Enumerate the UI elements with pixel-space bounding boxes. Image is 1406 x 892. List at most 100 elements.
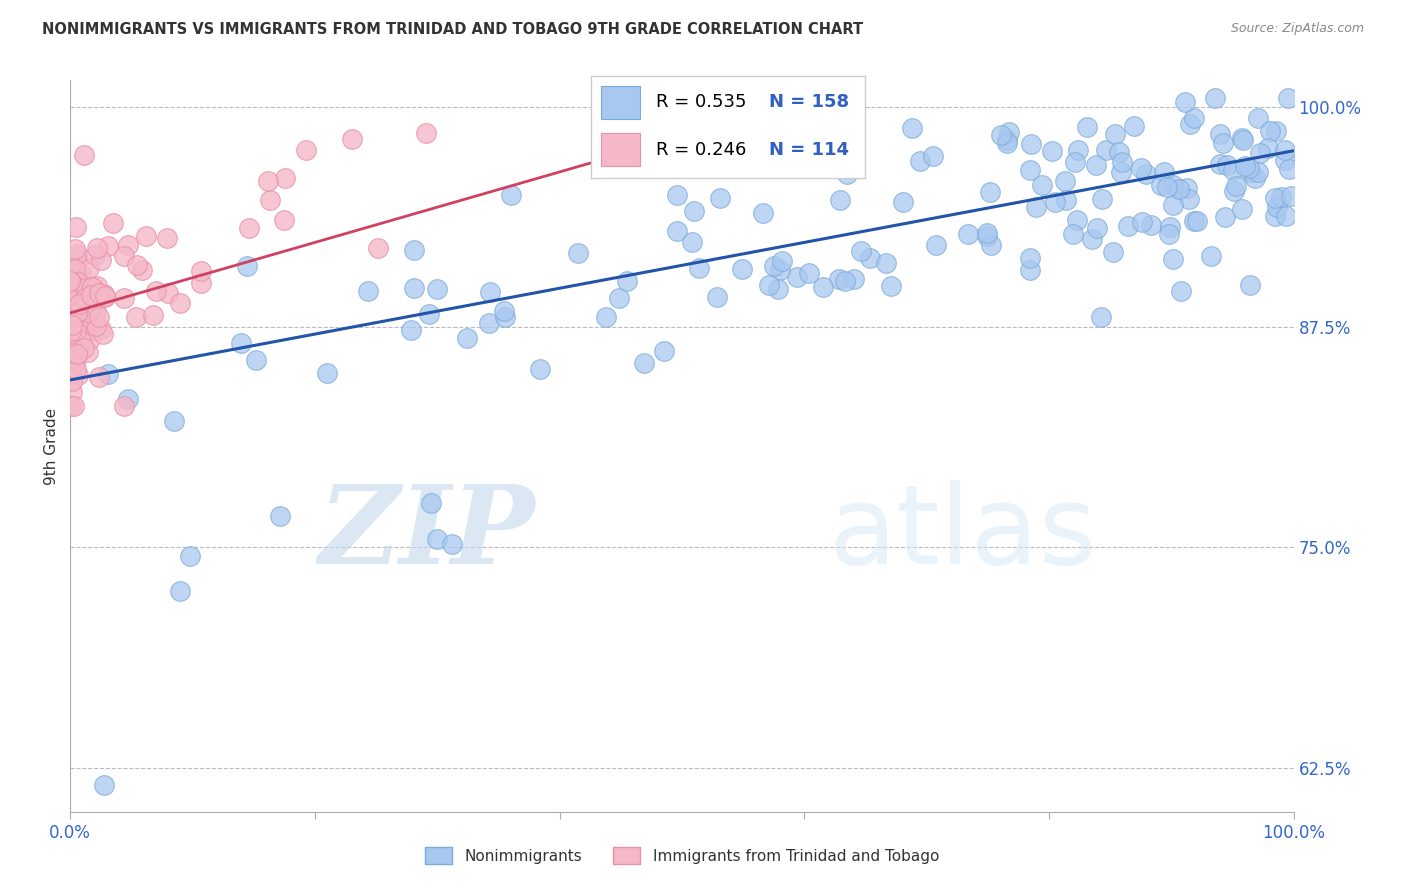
Point (688, 260, 710, 275)
Point (86, 279, 108, 293)
Point (478, 316, 501, 330)
Point (66, 315, 89, 329)
Point (399, 322, 422, 336)
Point (908, 154, 931, 169)
Point (415, 126, 437, 140)
Point (1265, 200, 1288, 214)
Point (86, 285, 108, 300)
Point (763, 260, 786, 274)
Point (229, 335, 252, 350)
Point (62, 286, 84, 301)
Point (259, 193, 281, 207)
Point (494, 303, 516, 318)
Point (769, 263, 792, 277)
Point (112, 400, 135, 414)
Point (179, 549, 201, 563)
Point (80, 288, 103, 302)
Point (59, 281, 82, 295)
Point (67, 281, 90, 295)
Point (93, 778, 115, 792)
Point (63, 400, 86, 414)
Point (156, 286, 179, 301)
Point (1064, 154, 1087, 169)
Point (66, 305, 89, 319)
Point (59, 324, 82, 338)
Point (875, 256, 897, 270)
Point (65, 261, 87, 276)
Point (67, 322, 90, 336)
Point (879, 279, 901, 293)
Point (786, 270, 808, 285)
Point (59, 360, 82, 375)
Point (1209, 127, 1232, 141)
Point (1129, 161, 1152, 175)
Point (440, 537, 463, 551)
Point (529, 362, 551, 376)
Text: R = 0.535: R = 0.535 (657, 94, 747, 112)
Point (1025, 200, 1047, 214)
Point (1084, 158, 1107, 172)
Point (1018, 251, 1040, 265)
Point (274, 171, 297, 186)
Point (1178, 117, 1201, 131)
Point (1174, 95, 1197, 110)
Point (73, 342, 96, 356)
Point (998, 125, 1021, 139)
Point (77, 306, 100, 320)
Point (1278, 161, 1301, 176)
Text: atlas: atlas (828, 480, 1097, 587)
Point (567, 246, 589, 260)
Point (1223, 184, 1246, 198)
Point (1054, 193, 1077, 207)
Point (90, 253, 112, 268)
Point (59, 280, 82, 294)
Point (60, 288, 83, 302)
Point (418, 306, 440, 320)
Point (295, 143, 318, 157)
Y-axis label: 9th Grade: 9th Grade (44, 408, 59, 484)
Point (1091, 192, 1114, 206)
Point (190, 264, 212, 278)
Point (1081, 232, 1104, 246)
Point (60, 303, 83, 318)
Point (101, 215, 124, 229)
Point (1104, 127, 1126, 141)
Point (1161, 178, 1184, 192)
Point (66, 347, 89, 361)
Point (1204, 91, 1226, 105)
Point (62, 298, 84, 312)
Point (97, 238, 120, 252)
Point (269, 508, 291, 523)
Point (1178, 192, 1201, 206)
Point (60, 285, 83, 299)
Point (82, 280, 104, 294)
Point (273, 213, 295, 227)
Point (633, 356, 655, 370)
Point (1019, 137, 1042, 152)
Point (778, 128, 800, 143)
Point (1076, 120, 1098, 135)
Point (1135, 167, 1157, 181)
Point (59, 282, 82, 296)
Point (60, 342, 83, 356)
Point (976, 229, 998, 244)
Point (163, 414, 186, 428)
Point (995, 133, 1018, 147)
Point (1111, 155, 1133, 169)
Point (256, 174, 278, 188)
Point (340, 132, 363, 146)
Point (169, 584, 191, 599)
Point (65, 219, 87, 234)
Point (1274, 153, 1296, 167)
Point (595, 118, 617, 132)
Point (60, 310, 83, 325)
Point (67, 304, 90, 318)
Point (60, 385, 83, 400)
Point (1108, 145, 1130, 159)
Point (65, 253, 87, 268)
Point (834, 274, 856, 288)
Point (141, 309, 163, 323)
Point (1109, 165, 1132, 179)
Point (1213, 210, 1236, 224)
Point (835, 167, 858, 181)
